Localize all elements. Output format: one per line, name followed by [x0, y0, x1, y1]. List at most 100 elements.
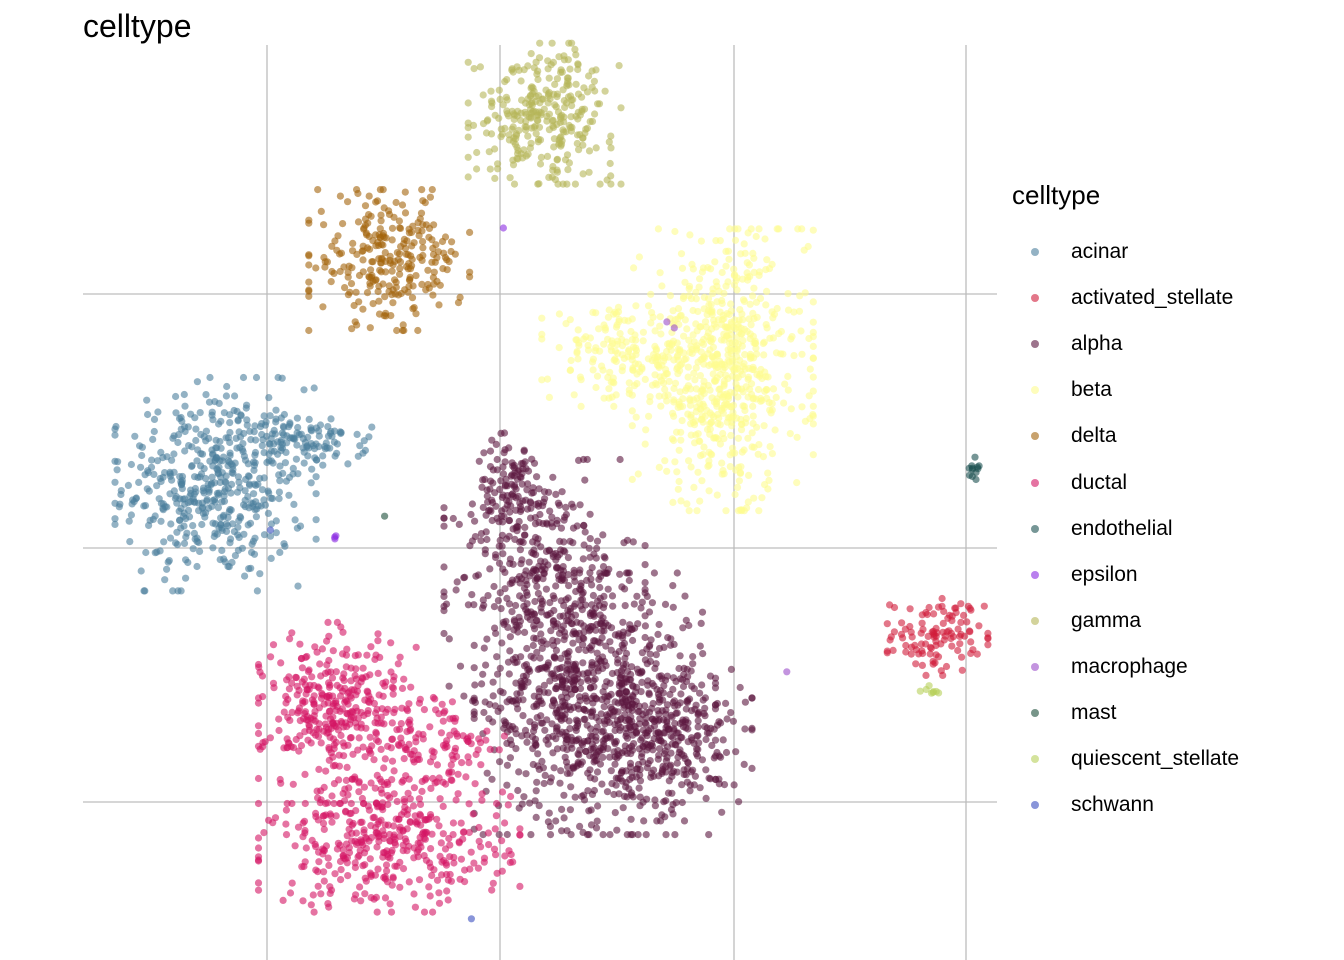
- point-ductal: [445, 769, 453, 777]
- point-alpha: [546, 599, 554, 607]
- point-macrophage: [670, 324, 678, 332]
- point-ductal: [277, 659, 285, 667]
- point-ductal: [313, 648, 321, 656]
- point-beta: [766, 406, 774, 414]
- point-beta: [644, 302, 653, 310]
- point-ductal: [337, 876, 345, 884]
- point-alpha: [641, 633, 649, 642]
- point-beta: [696, 405, 704, 413]
- point-beta: [809, 373, 817, 381]
- point-ductal: [305, 723, 313, 731]
- point-acinar: [312, 535, 320, 543]
- point-alpha: [470, 708, 478, 716]
- point-ductal: [321, 720, 330, 728]
- point-ductal: [377, 785, 385, 794]
- point-beta: [703, 406, 711, 414]
- point-ductal: [435, 889, 443, 897]
- point-delta: [408, 242, 416, 250]
- point-beta: [712, 278, 720, 286]
- point-ductal: [475, 837, 483, 845]
- point-activated-stellate: [922, 671, 930, 680]
- point-ductal: [301, 708, 309, 716]
- point-gamma: [547, 61, 555, 69]
- point-delta: [363, 289, 372, 297]
- point-ductal: [355, 788, 363, 796]
- point-beta: [632, 302, 640, 310]
- point-acinar: [220, 555, 228, 563]
- point-ductal: [362, 877, 370, 885]
- point-delta: [305, 251, 313, 259]
- point-alpha: [490, 582, 498, 591]
- point-delta: [445, 258, 453, 266]
- point-acinar: [353, 430, 361, 438]
- point-beta: [809, 342, 817, 350]
- point-beta: [725, 310, 733, 319]
- point-beta: [610, 402, 618, 410]
- point-acinar: [189, 545, 197, 553]
- point-acinar: [361, 446, 369, 454]
- point-acinar: [260, 496, 268, 504]
- point-activated-stellate: [886, 636, 894, 644]
- point-delta: [405, 282, 413, 291]
- point-alpha: [536, 665, 544, 673]
- point-acinar: [275, 488, 283, 496]
- point-alpha: [566, 725, 574, 733]
- point-beta: [777, 350, 785, 358]
- point-beta: [747, 321, 755, 329]
- point-delta: [401, 188, 409, 196]
- point-alpha: [748, 724, 756, 733]
- point-beta: [796, 292, 804, 300]
- point-ductal: [335, 776, 343, 784]
- point-ductal: [384, 821, 392, 829]
- point-beta: [798, 403, 806, 411]
- point-alpha: [592, 626, 600, 634]
- point-alpha: [558, 488, 566, 496]
- point-acinar: [166, 490, 174, 498]
- point-ductal: [328, 792, 336, 800]
- legend-item-epsilon: epsilon: [1012, 552, 1239, 598]
- point-alpha: [574, 670, 582, 678]
- point-ductal: [304, 667, 312, 676]
- point-ductal: [399, 847, 407, 855]
- point-acinar: [192, 425, 200, 433]
- point-ductal: [357, 708, 365, 717]
- point-beta: [699, 340, 708, 348]
- point-alpha: [651, 796, 659, 804]
- point-gamma: [596, 180, 604, 188]
- point-alpha: [566, 806, 575, 814]
- point-alpha: [632, 697, 640, 706]
- point-acinar: [202, 427, 210, 435]
- point-ductal: [314, 683, 322, 691]
- point-alpha: [711, 736, 720, 744]
- point-alpha: [545, 546, 553, 554]
- point-ductal: [445, 834, 453, 843]
- point-acinar: [258, 442, 266, 450]
- point-activated-stellate: [918, 619, 926, 627]
- point-acinar: [199, 509, 207, 517]
- point-beta: [673, 353, 682, 361]
- point-alpha: [506, 555, 514, 563]
- legend-key-endothelial: [1031, 524, 1039, 533]
- point-alpha: [517, 560, 525, 568]
- point-alpha: [589, 745, 597, 753]
- legend-item-beta: beta: [1012, 367, 1239, 413]
- point-ductal: [448, 698, 456, 706]
- point-acinar: [274, 450, 282, 458]
- point-alpha: [547, 774, 555, 782]
- point-delta: [405, 260, 413, 268]
- point-beta: [722, 262, 730, 270]
- point-beta: [806, 415, 814, 423]
- point-beta: [733, 483, 742, 491]
- point-ductal: [338, 705, 346, 713]
- point-acinar: [258, 430, 266, 439]
- point-beta: [750, 494, 758, 502]
- point-beta: [664, 391, 672, 399]
- point-ductal: [361, 890, 369, 898]
- point-alpha: [537, 638, 546, 646]
- point-alpha: [645, 608, 654, 616]
- point-ductal: [398, 704, 406, 712]
- point-acinar: [337, 428, 345, 437]
- point-gamma: [534, 75, 542, 84]
- point-acinar: [173, 541, 182, 549]
- point-acinar: [180, 522, 188, 530]
